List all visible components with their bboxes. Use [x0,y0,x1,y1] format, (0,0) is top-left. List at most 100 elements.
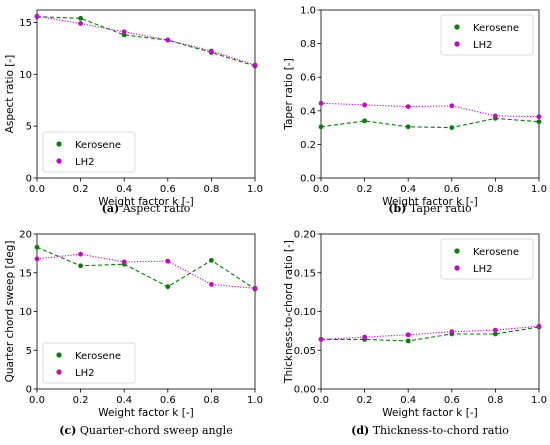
y-tick-label: 0.20 [294,230,316,241]
chart-panel-2: 0.0 0.2 0.4 0.6 0.8 1.0 0.0 0.2 0.4 0.6 0.8 1.0 Weig… [283,6,547,216]
caption-letter: (c) [59,424,76,437]
x-tick-label: 0.2 [357,184,373,195]
x-tick-label: 0.8 [487,395,503,406]
data-point-kerosene [318,124,324,130]
data-point-lh2 [362,334,367,340]
x-tick-label: 0.6 [444,395,460,406]
y-tick-label: 0.10 [294,307,316,318]
caption-letter: (b) [388,202,406,215]
legend-marker-kerosene [454,24,460,30]
x-tick-label: 0.4 [116,395,132,406]
data-point-lh2 [362,102,367,108]
x-tick-label: 0.6 [444,184,460,195]
legend-box [440,238,534,280]
y-tick-label: 0.8 [300,39,316,50]
x-tick-label: 0.8 [203,395,219,406]
x-tick-label: 0.4 [116,184,132,195]
data-point-kerosene [493,331,498,337]
legend: Kerosene LH2 [440,238,534,280]
x-tick-label: 0.8 [203,184,219,195]
x-tick-label: 1.0 [531,395,547,406]
y-axis-label: Quarter chord sweep [deg] [4,241,16,383]
caption-text: Taper ratio [406,202,472,215]
legend: Kerosene LH2 [42,131,136,173]
data-point-lh2 [121,29,127,35]
legend: Kerosene LH2 [440,14,534,56]
x-axis-label: Weight factor k [-] [98,407,193,419]
series-line-lh2 [36,253,256,289]
data-point-lh2 [209,281,214,287]
legend-label-lh2: LH2 [473,40,492,51]
data-point-kerosene [34,244,40,250]
legend-label-lh2: LH2 [75,157,94,168]
legend-box [42,131,136,173]
data-point-lh2 [121,259,127,265]
series-line-kerosene [321,326,540,342]
chart-panel-4: 0.0 0.2 0.4 0.6 0.8 1.0 0.00 0.05 0.10 0.15 0.20 We… [283,230,547,438]
data-point-lh2 [209,48,214,54]
legend-marker-lh2 [56,369,62,375]
caption-text: Aspect ratio [119,202,190,215]
data-point-lh2 [252,285,258,291]
data-point-lh2 [318,100,324,106]
plot-frame [36,9,256,179]
data-point-kerosene [78,263,83,269]
series-line-kerosene [320,117,540,129]
legend-label-kerosene: Kerosene [75,351,121,362]
data-point-lh2 [34,13,40,19]
subfigure-caption: (a) Aspect ratio [102,202,191,215]
plot-frame [320,9,540,179]
data-point-kerosene [78,15,83,21]
legend-label-lh2: LH2 [473,264,492,275]
legend-marker-kerosene [56,352,62,358]
y-tick-label: 0.4 [300,106,316,117]
x-tick-label: 0.2 [73,395,89,406]
y-tick-label: 10 [19,70,32,81]
data-point-lh2 [405,104,411,109]
legend-marker-lh2 [454,41,460,47]
y-tick-label: 0.6 [300,73,316,84]
data-point-lh2 [318,337,324,342]
data-point-lh2 [536,323,542,329]
caption-text: Thickness-to-chord ratio [369,424,509,437]
x-tick-label: 0.0 [29,395,45,406]
y-tick-label: 0 [26,385,32,396]
x-tick-label: 0.6 [160,395,176,406]
data-point-lh2 [493,327,498,333]
legend: Kerosene LH2 [42,342,136,384]
chart-panel-1: 0.0 0.2 0.4 0.6 0.8 1.0 0 5 10 15 Weight factor k … [4,9,263,215]
data-point-kerosene [209,257,214,263]
data-point-lh2 [536,114,542,120]
x-tick-label: 0.0 [313,184,329,195]
caption-text: Quarter-chord sweep angle [76,424,232,437]
x-axis-label: Weight factor k [-] [382,407,477,419]
legend-marker-kerosene [56,141,62,147]
data-point-kerosene [165,284,171,290]
data-point-kerosene [536,119,542,125]
x-tick-label: 0.0 [29,184,45,195]
y-tick-label: 5 [26,346,32,357]
series-line-lh2 [36,15,256,66]
legend-label-lh2: LH2 [75,368,94,379]
x-axis-label: Weight factor k [-] [382,196,477,208]
y-tick-label: 5 [26,122,32,133]
legend-label-kerosene: Kerosene [473,247,519,258]
x-tick-label: 0.8 [487,184,503,195]
y-tick-label: 0.2 [300,140,316,151]
y-tick-label: 15 [19,18,32,29]
data-point-lh2 [449,103,455,109]
legend-marker-kerosene [454,248,460,254]
y-tick-label: 0 [26,174,32,185]
caption-letter: (a) [102,202,120,215]
x-tick-label: 0.2 [357,395,373,406]
data-point-lh2 [165,258,171,264]
data-point-lh2 [449,329,455,335]
y-axis-label: Aspect ratio [-] [4,55,16,134]
series-line-kerosene [36,246,256,290]
y-tick-label: 0.15 [294,268,316,279]
legend-marker-lh2 [454,265,460,271]
data-point-lh2 [252,62,258,68]
data-point-kerosene [405,124,411,130]
x-tick-label: 1.0 [247,184,263,195]
data-point-lh2 [78,21,83,26]
